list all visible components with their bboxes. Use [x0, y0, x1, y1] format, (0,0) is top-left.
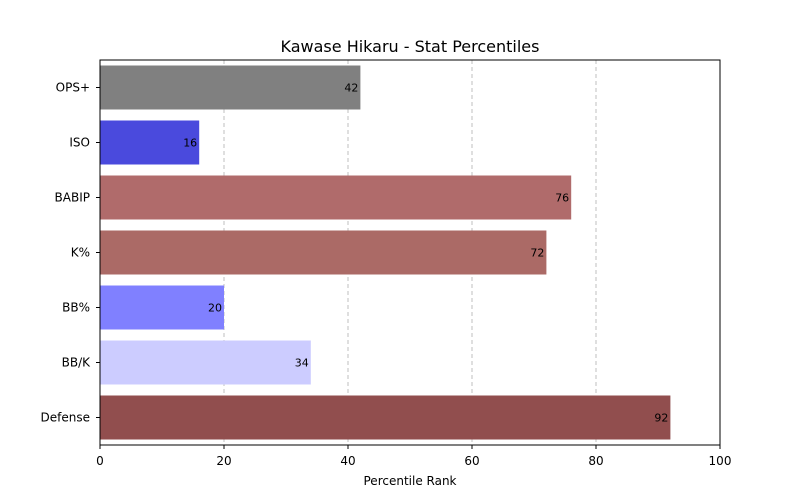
y-tick-label: Defense	[41, 411, 90, 425]
bar	[100, 395, 671, 440]
y-tick-labels: OPS+ ISO BABIP K% BB% BB/K Defense	[41, 81, 100, 425]
bar	[100, 340, 311, 385]
x-tick-label: 100	[709, 454, 732, 468]
y-tick-label: OPS+	[56, 81, 90, 95]
y-tick-label: ISO	[69, 136, 90, 150]
y-tick-label: K%	[71, 246, 90, 260]
y-tick-label: BABIP	[55, 191, 90, 205]
bar-value-label: 72	[530, 247, 544, 260]
x-tick-label: 20	[216, 454, 231, 468]
bar	[100, 120, 200, 165]
bar-value-label: 16	[183, 137, 197, 150]
x-tick-label: 60	[464, 454, 479, 468]
x-tick-label: 40	[340, 454, 355, 468]
y-tick-label: BB%	[62, 301, 90, 315]
bar	[100, 230, 547, 275]
x-tick-label: 0	[96, 454, 104, 468]
bar	[100, 65, 361, 110]
bar-value-label: 20	[208, 302, 222, 315]
chart-title: Kawase Hikaru - Stat Percentiles	[281, 37, 540, 56]
bar	[100, 175, 572, 220]
bars: 42 16 76 72 20 34 92	[100, 65, 671, 440]
x-ticks: 0 20 40 60 80 100	[96, 445, 731, 468]
bar-value-label: 76	[555, 192, 569, 205]
plot-frame	[99, 59, 721, 446]
x-axis-label: Percentile Rank	[364, 474, 457, 488]
bar-value-label: 42	[344, 82, 358, 95]
bar-value-label: 92	[654, 412, 668, 425]
bar	[100, 285, 224, 330]
bar-value-label: 34	[295, 357, 309, 370]
y-tick-label: BB/K	[62, 356, 92, 370]
x-tick-label: 80	[588, 454, 603, 468]
